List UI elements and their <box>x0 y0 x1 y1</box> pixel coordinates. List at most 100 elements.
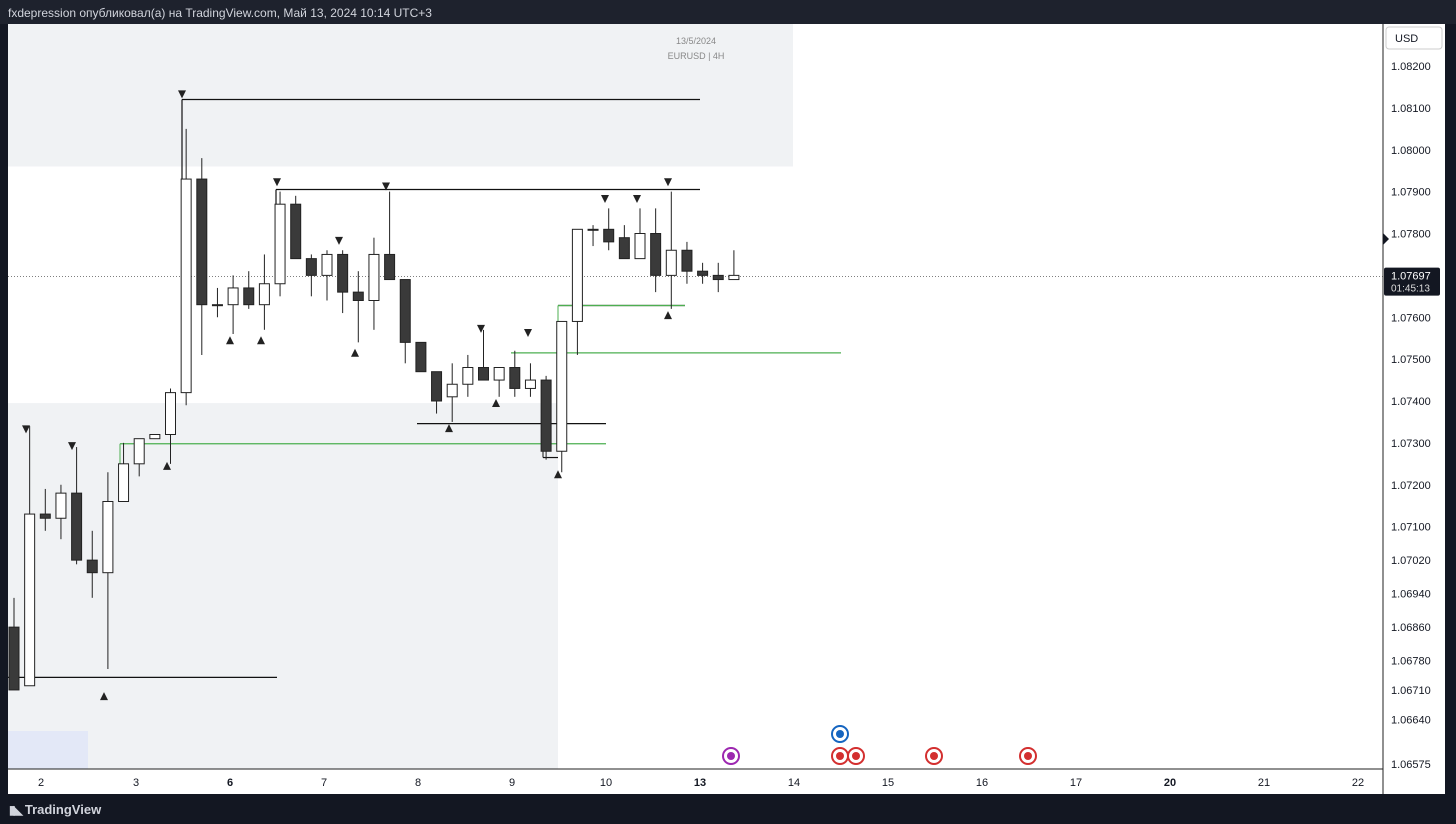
price-tick: 1.06640 <box>1391 714 1431 726</box>
last-price-badge <box>1384 267 1440 296</box>
time-tick: 13 <box>694 777 706 789</box>
demand-zone <box>8 403 558 769</box>
time-tick: 22 <box>1352 777 1364 789</box>
highlight-zone <box>8 731 88 769</box>
swing-low-marker-icon <box>351 348 359 357</box>
date-label: 13/5/2024 <box>676 36 716 46</box>
swing-low-marker-icon <box>257 336 265 345</box>
candle-body <box>274 203 286 285</box>
candle-body <box>399 279 411 343</box>
candle-body <box>133 438 145 465</box>
candle-body <box>556 320 568 452</box>
candle-body <box>180 178 192 394</box>
candle-body <box>618 237 630 260</box>
candle-body <box>446 383 458 398</box>
candle-body <box>415 341 427 373</box>
brand-name: TradingView <box>24 802 102 817</box>
swing-high-marker-icon <box>633 195 641 203</box>
candle-body <box>431 371 443 402</box>
swing-low-marker-icon <box>100 692 108 701</box>
scroll-to-realtime-arrow-icon[interactable] <box>1383 233 1389 245</box>
price-tick: 1.07400 <box>1391 396 1431 408</box>
candle-body <box>368 253 380 301</box>
event-us-icon-core <box>930 752 938 760</box>
time-tick: 21 <box>1258 777 1270 789</box>
swing-high-marker-icon <box>382 182 390 191</box>
price-chart[interactable]: 13/5/2024 EURUSD | 4H USD 1.08200 1.08100 1.0… <box>8 24 1445 794</box>
time-tick: 20 <box>1164 777 1176 789</box>
time-tick: 17 <box>1070 777 1082 789</box>
swing-low-marker-icon <box>554 470 562 479</box>
candle-body <box>697 270 709 276</box>
candle-body <box>71 492 83 561</box>
time-tick: 3 <box>133 777 139 789</box>
time-tick: 8 <box>415 777 421 789</box>
swing-high-marker-icon <box>524 329 532 337</box>
candle-body <box>149 434 161 440</box>
price-tick: 1.07600 <box>1391 312 1431 324</box>
event-eu-icon-core <box>836 730 844 738</box>
bottom-bar: ▮◣ TradingView <box>0 794 1456 824</box>
swing-high-marker-icon <box>664 178 672 187</box>
time-tick: 9 <box>509 777 515 789</box>
candle-body <box>321 253 333 276</box>
swing-high-marker-icon <box>22 425 30 434</box>
candle-body <box>258 283 270 306</box>
price-tick: 1.06710 <box>1391 685 1431 697</box>
currency-box <box>1385 26 1443 50</box>
candle-body <box>571 228 583 322</box>
candle-body <box>352 291 364 301</box>
time-tick: 10 <box>600 777 612 789</box>
candle-body <box>665 249 677 276</box>
time-tick: 7 <box>321 777 327 789</box>
candle-body <box>305 258 317 276</box>
candle-body <box>634 233 646 260</box>
candle-body <box>524 379 536 389</box>
currency-label: USD <box>1395 33 1418 45</box>
swing-high-marker-icon <box>178 90 186 99</box>
candle-body <box>478 367 489 381</box>
countdown-label: 01:45:13 <box>1391 284 1430 295</box>
candle-body <box>728 274 740 281</box>
candle-body <box>603 228 615 243</box>
swing-high-marker-icon <box>477 324 485 333</box>
price-tick: 1.07200 <box>1391 480 1431 492</box>
price-tick: 1.07020 <box>1391 555 1431 567</box>
candle-body <box>227 287 239 306</box>
candle-body <box>102 501 114 574</box>
supply-zone <box>8 24 793 167</box>
price-tick: 1.06780 <box>1391 656 1431 668</box>
price-tick: 1.08100 <box>1391 103 1431 115</box>
symbol-label: EURUSD | 4H <box>668 51 725 61</box>
price-tick: 1.07800 <box>1391 229 1431 241</box>
swing-low-marker-icon <box>445 424 453 433</box>
candle-body <box>86 559 98 574</box>
candle-body <box>493 367 505 381</box>
price-tick: 1.08000 <box>1391 145 1431 157</box>
candle-body <box>462 367 474 385</box>
event-us-icon-core <box>836 752 844 760</box>
candle-body <box>587 228 599 231</box>
chart-frame[interactable]: 13/5/2024 EURUSD | 4H USD 1.08200 1.08100 1.0… <box>8 24 1445 794</box>
candle-body <box>290 203 302 260</box>
swing-low-marker-icon <box>163 461 171 470</box>
price-tick: 1.06575 <box>1391 759 1431 771</box>
swing-low-marker-icon <box>664 311 672 320</box>
swing-high-marker-icon <box>273 178 281 187</box>
time-tick: 2 <box>38 777 44 789</box>
time-tick: 14 <box>788 777 800 789</box>
price-tick: 1.08200 <box>1391 61 1431 73</box>
swing-low-marker-icon <box>226 336 234 345</box>
event-us-icon-core <box>1024 752 1032 760</box>
last-price-label: 1.07697 <box>1391 271 1431 283</box>
time-tick: 15 <box>882 777 894 789</box>
candle-body <box>243 287 255 306</box>
candle-body <box>211 304 223 307</box>
swing-low-marker-icon <box>492 399 500 407</box>
candle-body <box>165 392 176 435</box>
candle-body <box>196 178 208 306</box>
event-us-icon-core <box>852 752 860 760</box>
price-tick: 1.06860 <box>1391 622 1431 634</box>
tradingview-logo[interactable]: ▮◣ TradingView <box>9 802 101 817</box>
price-tick: 1.06940 <box>1391 589 1431 601</box>
